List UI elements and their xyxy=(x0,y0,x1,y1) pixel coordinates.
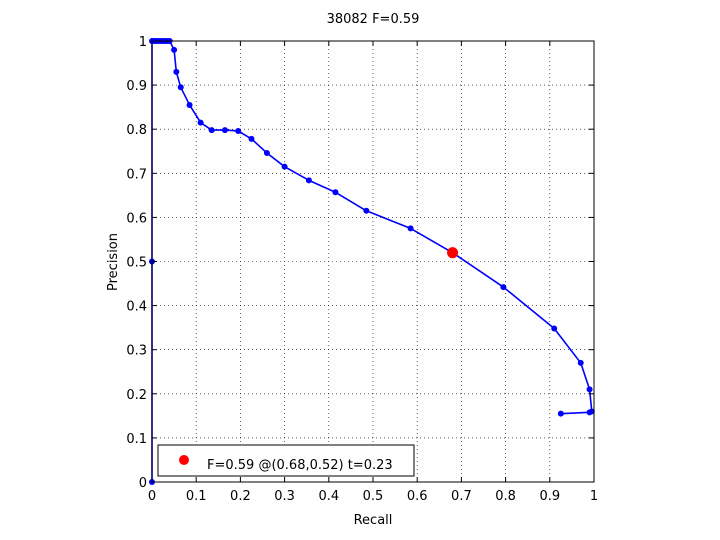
best-f-point xyxy=(447,247,459,259)
pr-curve-point xyxy=(332,189,339,196)
pr-curve-point xyxy=(586,386,593,393)
chart-title: 38082 F=0.59 xyxy=(327,12,420,27)
pr-curve-point xyxy=(305,177,312,184)
x-tick-label: 0.1 xyxy=(186,489,207,504)
pr-curve-point xyxy=(177,84,184,91)
pr-curve-point xyxy=(586,409,593,416)
x-tick-label: 0.6 xyxy=(407,489,428,504)
pr-curve-point xyxy=(208,127,215,134)
y-tick-label: 0.5 xyxy=(126,256,147,271)
y-tick-label: 1 xyxy=(139,35,147,50)
pr-curve-point xyxy=(173,68,180,75)
y-tick-label: 0.1 xyxy=(126,432,147,447)
x-tick-label: 1 xyxy=(590,489,598,504)
x-tick-label: 0.9 xyxy=(539,489,560,504)
pr-curve-point xyxy=(557,410,564,417)
y-tick-label: 0.7 xyxy=(126,167,147,182)
legend-marker xyxy=(179,455,189,465)
pr-curve-point xyxy=(248,135,255,142)
axis-ticks: 0 0.1 0.2 0.3 0.4 0.5 0.6 0.7 0.8 0.9 1 0 0.1 0.2 0.3 0… xyxy=(126,35,598,504)
pr-curve-point xyxy=(363,207,370,214)
pr-curve-point xyxy=(221,127,228,134)
x-tick-label: 0.8 xyxy=(495,489,516,504)
pr-curve-point xyxy=(197,119,204,126)
pr-curve-point xyxy=(171,46,178,53)
y-tick-label: 0.4 xyxy=(126,300,147,315)
x-tick-label: 0.5 xyxy=(363,489,384,504)
y-tick-label: 0 xyxy=(139,476,147,491)
legend-label: F=0.59 @(0.68,0.52) t=0.23 xyxy=(207,458,393,473)
legend-box xyxy=(157,444,415,477)
pr-curve-point xyxy=(186,101,193,108)
x-tick-label: 0.3 xyxy=(274,489,295,504)
x-tick-label: 0 xyxy=(148,489,156,504)
pr-curve-point xyxy=(577,359,584,366)
y-axis-label: Precision xyxy=(106,233,121,291)
pr-curve-point xyxy=(407,225,414,232)
pr-curve-point xyxy=(551,325,558,332)
x-tick-label: 0.4 xyxy=(318,489,339,504)
pr-curve-point xyxy=(263,150,270,157)
legend: F=0.59 @(0.68,0.52) t=0.23 xyxy=(157,444,415,477)
y-tick-label: 0.8 xyxy=(126,123,147,138)
y-tick-label: 0.3 xyxy=(126,344,147,359)
x-tick-label: 0.7 xyxy=(451,489,472,504)
x-tick-label: 0.2 xyxy=(230,489,251,504)
pr-curve-point xyxy=(500,284,507,291)
y-tick-label: 0.6 xyxy=(126,211,147,226)
x-axis-label: Recall xyxy=(354,513,393,528)
y-tick-label: 0.9 xyxy=(126,79,147,94)
grid-lines xyxy=(152,41,594,482)
pr-curve-point xyxy=(235,127,242,134)
y-tick-label: 0.2 xyxy=(126,388,147,403)
pr-curve-point xyxy=(281,163,288,170)
